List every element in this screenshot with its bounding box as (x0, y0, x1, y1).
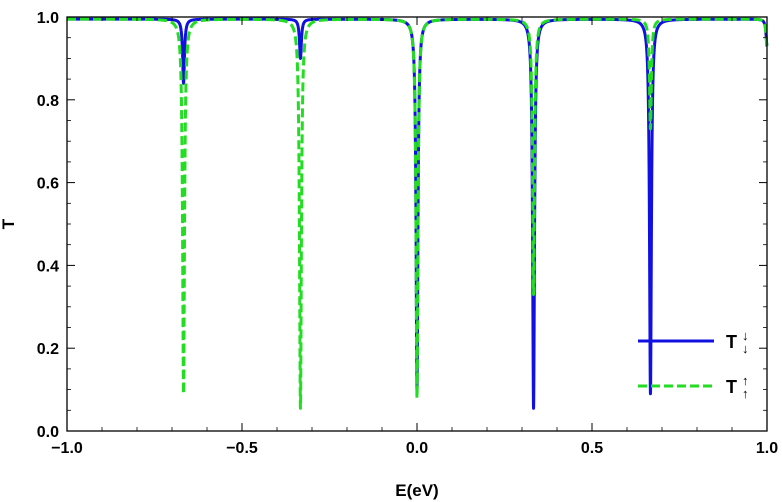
legend-label-1: T (726, 377, 737, 397)
series-layer (65, 17, 769, 410)
legend-arrow-sup-0: ↓ (742, 328, 749, 343)
y-tick-label: 0.8 (37, 93, 59, 110)
x-tick-label: 0.0 (406, 440, 428, 457)
x-tick-label: 1.0 (756, 440, 778, 457)
legend: T ↓↓ T ↑↑ (638, 328, 749, 401)
x-tick-label: −0.5 (226, 440, 258, 457)
y-axis-label: T (0, 218, 18, 229)
y-tick-label: 0.0 (37, 424, 59, 441)
x-tick-label: −1.0 (51, 440, 83, 457)
legend-arrow-sub-0: ↓ (742, 341, 749, 356)
ticks-layer: −1.0 −0.5 0.0 0.5 1.0 0.0 0.2 0.4 0.6 0.8 1.0 (37, 10, 778, 457)
y-tick-label: 0.2 (37, 341, 59, 358)
y-tick-label: 0.4 (37, 258, 59, 275)
legend-arrow-sub-1: ↑ (742, 386, 749, 401)
series-line-1 (65, 17, 769, 410)
y-tick-label: 1.0 (37, 10, 59, 27)
legend-arrow-sup-1: ↑ (742, 373, 749, 388)
x-tick-label: 0.5 (581, 440, 603, 457)
y-tick-label: 0.6 (37, 176, 59, 193)
x-axis-label: E(eV) (395, 481, 438, 500)
legend-label-0: T (726, 332, 737, 352)
series-line-0 (65, 17, 769, 410)
